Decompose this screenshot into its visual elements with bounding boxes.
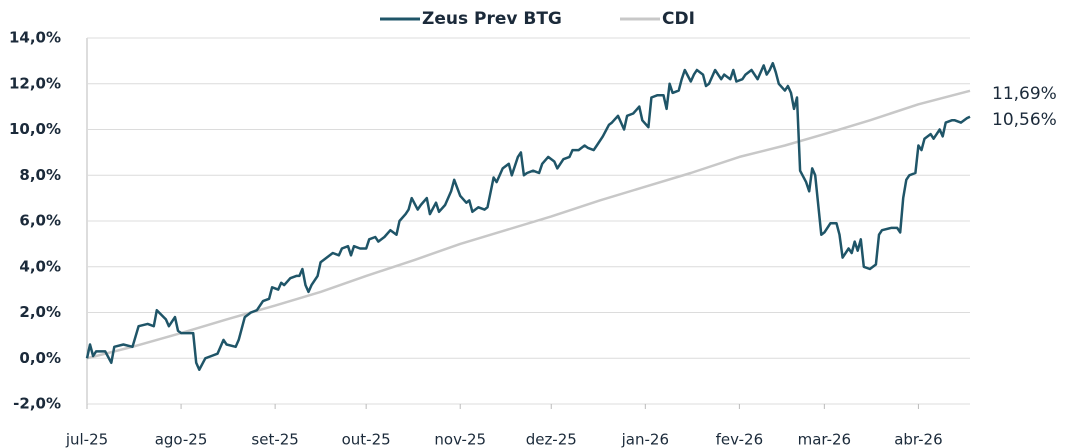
y-tick-label: -2,0% bbox=[13, 395, 61, 413]
y-tick-label: 12,0% bbox=[9, 74, 61, 92]
x-tick-label: set-25 bbox=[251, 431, 298, 448]
x-tick-label: jul-25 bbox=[65, 431, 108, 448]
x-tick-label: fev-26 bbox=[716, 431, 763, 448]
y-tick-label: 10,0% bbox=[9, 120, 61, 138]
x-tick-label: dez-25 bbox=[526, 431, 577, 448]
x-tick-label: ago-25 bbox=[155, 431, 208, 448]
x-tick-label: mar-26 bbox=[798, 431, 852, 448]
y-tick-label: 14,0% bbox=[9, 29, 61, 47]
y-tick-label: 2,0% bbox=[19, 303, 61, 321]
y-tick-label: 6,0% bbox=[19, 212, 61, 230]
y-tick-label: 8,0% bbox=[19, 166, 61, 184]
end-label: 11,69% bbox=[992, 84, 1057, 104]
series-line bbox=[85, 61, 971, 371]
legend-label: Zeus Prev BTG bbox=[422, 9, 562, 29]
x-tick-label: nov-25 bbox=[434, 431, 486, 448]
y-tick-label: 4,0% bbox=[19, 257, 61, 275]
x-tick-label: jan-26 bbox=[621, 431, 669, 448]
series-line bbox=[86, 89, 971, 360]
x-tick-label: abr-26 bbox=[894, 431, 942, 448]
legend-label: CDI bbox=[662, 9, 695, 29]
x-tick-label: out-25 bbox=[342, 431, 391, 448]
end-label: 10,56% bbox=[992, 110, 1057, 130]
y-tick-label: 0,0% bbox=[19, 349, 61, 367]
